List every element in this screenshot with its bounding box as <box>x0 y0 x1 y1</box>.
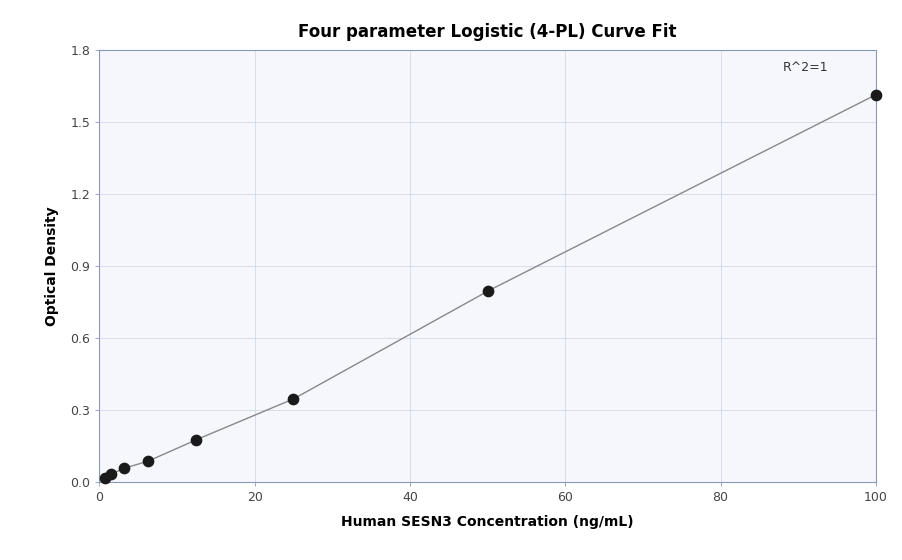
X-axis label: Human SESN3 Concentration (ng/mL): Human SESN3 Concentration (ng/mL) <box>341 515 633 529</box>
Point <box>98 474 113 483</box>
Point <box>104 469 118 478</box>
Point <box>868 90 882 99</box>
Y-axis label: Optical Density: Optical Density <box>45 206 60 326</box>
Point <box>480 287 494 296</box>
Point <box>189 435 204 444</box>
Text: R^2=1: R^2=1 <box>782 62 827 74</box>
Point <box>116 464 131 473</box>
Title: Four parameter Logistic (4-PL) Curve Fit: Four parameter Logistic (4-PL) Curve Fit <box>298 22 676 40</box>
Point <box>286 394 300 403</box>
Point <box>141 457 155 466</box>
